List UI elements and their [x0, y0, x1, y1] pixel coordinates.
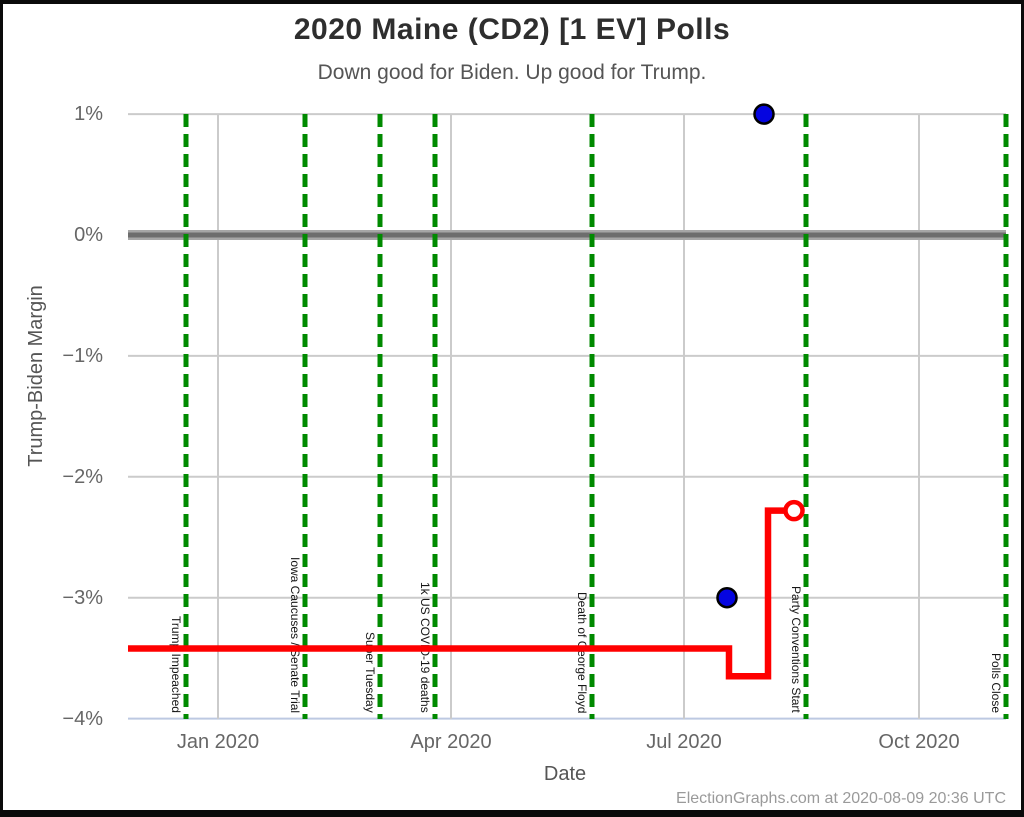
y-tick-label: 1% — [74, 103, 103, 126]
x-tick-label: Jul 2020 — [646, 731, 722, 753]
x-tick-label: Oct 2020 — [878, 731, 960, 753]
event-label: Polls Close — [989, 652, 1003, 713]
event-label: Death of George Floyd — [575, 591, 589, 713]
chart-title: 2020 Maine (CD2) [1 EV] Polls — [293, 13, 731, 46]
y-tick-label: −1% — [62, 344, 103, 367]
y-tick-label: −3% — [62, 586, 103, 609]
zero-band-core — [128, 232, 1006, 238]
average-line — [128, 507, 785, 680]
x-tick-label: Jan 2020 — [176, 731, 260, 753]
y-tick-label: 0% — [74, 224, 103, 246]
screenshot-bottom-border — [0, 810, 1024, 817]
y-tick-label: −2% — [62, 465, 103, 488]
x-tick-label: Apr 2020 — [410, 731, 492, 753]
poll-dot — [716, 586, 738, 609]
end-marker-circle — [783, 499, 805, 522]
event-label: Party Conventions Start — [789, 586, 803, 713]
attribution-text: ElectionGraphs.com at 2020-08-09 20:36 U… — [676, 790, 1006, 807]
screenshot-top-border — [0, 0, 1024, 4]
poll-dot — [753, 103, 775, 125]
chart-subtitle: Down good for Biden. Up good for Trump. — [317, 61, 707, 84]
event-label: Super Tuesday — [363, 632, 377, 713]
y-tick-label: −4% — [62, 707, 103, 730]
screenshot-right-border — [1021, 0, 1024, 817]
event-label: Trump Impeached — [169, 616, 183, 713]
x-axis-title: Date — [543, 763, 587, 785]
screenshot-left-border — [0, 0, 3, 817]
event-label: Iowa Caucuses / Senate Trial — [288, 556, 302, 713]
